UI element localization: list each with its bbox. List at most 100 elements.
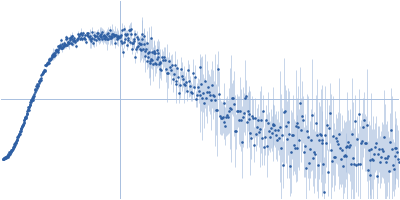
Point [54, 48, 60, 52]
Point [299, 114, 306, 118]
Point [204, 91, 210, 94]
Point [272, 129, 278, 132]
Point [24, 112, 30, 115]
Point [149, 59, 155, 62]
Point [29, 96, 36, 99]
Point [61, 44, 68, 47]
Point [34, 84, 40, 87]
Point [228, 107, 234, 110]
Point [83, 33, 90, 36]
Point [181, 83, 187, 86]
Point [13, 140, 19, 144]
Point [18, 126, 25, 129]
Point [258, 118, 264, 121]
Point [154, 48, 160, 51]
Point [62, 44, 69, 47]
Point [211, 95, 217, 98]
Point [142, 55, 149, 58]
Point [79, 34, 86, 37]
Point [222, 124, 229, 128]
Point [362, 141, 368, 144]
Point [36, 81, 42, 84]
Point [69, 34, 75, 37]
Point [154, 51, 161, 54]
Point [153, 63, 159, 66]
Point [10, 146, 16, 150]
Point [96, 37, 102, 41]
Point [86, 36, 92, 39]
Point [292, 124, 299, 127]
Point [376, 147, 382, 151]
Point [26, 105, 32, 108]
Point [123, 33, 129, 36]
Point [231, 102, 237, 105]
Point [148, 36, 154, 39]
Point [243, 121, 250, 124]
Point [330, 134, 336, 137]
Point [42, 64, 49, 67]
Point [4, 155, 10, 158]
Point [179, 75, 186, 78]
Point [146, 61, 153, 65]
Point [341, 153, 348, 156]
Point [15, 134, 22, 137]
Point [138, 48, 144, 51]
Point [66, 37, 73, 40]
Point [27, 102, 34, 105]
Point [316, 139, 322, 142]
Point [344, 145, 351, 148]
Point [101, 33, 108, 36]
Point [372, 146, 378, 149]
Point [108, 35, 114, 38]
Point [122, 38, 129, 41]
Point [251, 143, 258, 146]
Point [221, 101, 228, 104]
Point [4, 155, 11, 158]
Point [351, 162, 357, 165]
Point [316, 133, 323, 136]
Point [86, 34, 93, 37]
Point [49, 54, 55, 57]
Point [44, 61, 50, 64]
Point [368, 147, 375, 151]
Point [24, 113, 30, 116]
Point [40, 72, 46, 75]
Point [276, 137, 282, 140]
Point [120, 27, 127, 30]
Point [264, 122, 271, 125]
Point [82, 38, 88, 41]
Point [190, 72, 196, 75]
Point [259, 136, 265, 140]
Point [97, 35, 103, 38]
Point [157, 61, 163, 65]
Point [194, 86, 201, 89]
Point [340, 155, 347, 158]
Point [48, 56, 54, 60]
Point [327, 112, 333, 115]
Point [290, 133, 296, 136]
Point [122, 32, 128, 36]
Point [0, 158, 7, 161]
Point [277, 125, 284, 128]
Point [14, 138, 20, 141]
Point [27, 103, 33, 107]
Point [128, 27, 134, 31]
Point [127, 40, 133, 43]
Point [332, 155, 338, 159]
Point [46, 58, 52, 61]
Point [1, 156, 7, 159]
Point [17, 129, 24, 133]
Point [134, 36, 140, 39]
Point [117, 35, 123, 38]
Point [248, 137, 254, 140]
Point [375, 153, 381, 156]
Point [65, 41, 71, 44]
Point [260, 109, 266, 113]
Point [182, 83, 188, 86]
Point [370, 159, 376, 162]
Point [0, 157, 6, 161]
Point [7, 150, 14, 153]
Point [205, 86, 211, 89]
Point [103, 36, 109, 39]
Point [89, 36, 96, 39]
